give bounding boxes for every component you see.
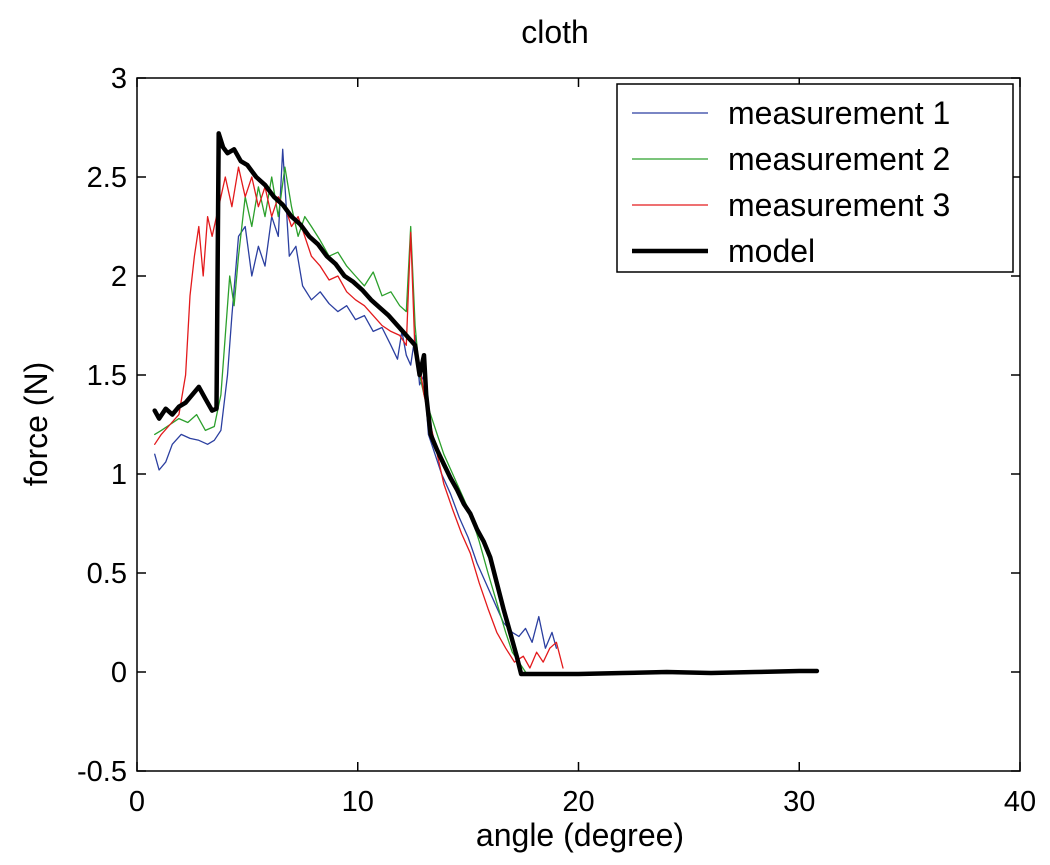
x-tick-label: 40 <box>1004 786 1036 818</box>
legend-label-measurement-3: measurement 3 <box>728 187 950 223</box>
series-line-measurement-2 <box>154 166 527 673</box>
y-tick-label: 2 <box>111 261 127 293</box>
y-tick-label: 1 <box>111 459 127 491</box>
y-tick-label: 2.5 <box>87 162 127 194</box>
y-tick-label: -0.5 <box>77 756 127 788</box>
y-axis-label: force (N) <box>18 362 54 486</box>
x-tick-label: 10 <box>342 786 374 818</box>
chart-title: cloth <box>521 14 589 50</box>
series-layer <box>152 131 820 677</box>
series-line-model <box>152 131 820 677</box>
y-tick-label: 3 <box>111 63 127 95</box>
series-line-measurement-1 <box>154 148 558 649</box>
y-tick-label: 1.5 <box>87 360 127 392</box>
x-tick-label: 0 <box>129 786 145 818</box>
legend-label-model: model <box>728 233 815 269</box>
legend-label-measurement-1: measurement 1 <box>728 95 950 131</box>
x-tick-label: 20 <box>562 786 594 818</box>
y-tick-label: 0 <box>111 657 127 689</box>
legend-label-measurement-2: measurement 2 <box>728 141 950 177</box>
legend: measurement 1 measurement 2 measurement 3 m… <box>616 83 1014 273</box>
x-axis-label: angle (degree) <box>476 817 684 853</box>
series-line-measurement-3 <box>154 166 564 669</box>
axis-layer: 0 10 20 30 40-0.500.511.522.53 <box>77 63 1036 818</box>
x-tick-label: 30 <box>783 786 815 818</box>
y-tick-label: 0.5 <box>87 558 127 590</box>
legend-box <box>616 83 1014 273</box>
